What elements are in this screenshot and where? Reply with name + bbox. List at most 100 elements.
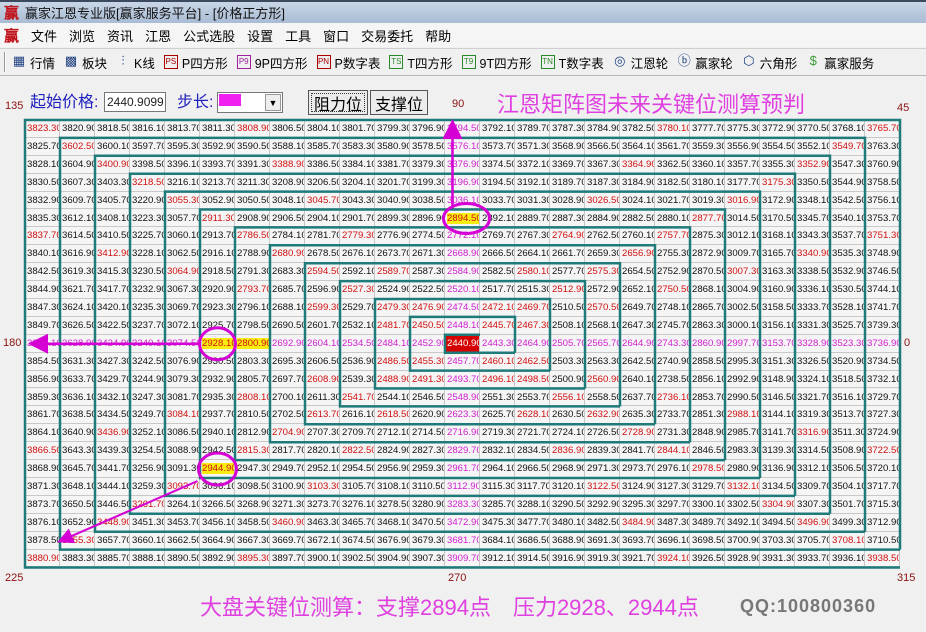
menu-item[interactable]: 文件 — [31, 28, 58, 44]
cell-value: 2906.50 — [272, 212, 305, 224]
grid-cell: 3674.50 — [340, 531, 375, 550]
cell-value: 3192.10 — [517, 176, 550, 188]
toolbar-button[interactable]: P9 9P四方形 — [236, 53, 308, 72]
grid-cell: 3734.50 — [865, 352, 900, 371]
cell-value: 3417.70 — [97, 284, 130, 296]
cell-value: 2781.70 — [307, 230, 340, 242]
cell-value: 2829.70 — [447, 445, 480, 457]
toolbar-button[interactable]: ◎ 江恩轮 — [613, 53, 668, 72]
cell-value: 2976.10 — [657, 463, 690, 475]
grid-cell: 2452.90 — [410, 334, 445, 353]
grid-cell: 3151.30 — [760, 352, 795, 371]
grid-cell: 2901.70 — [340, 209, 375, 228]
grid-cell: 3640.90 — [60, 424, 95, 443]
cell-value: 3537.70 — [832, 230, 865, 242]
cell-value: 3643.30 — [62, 445, 95, 457]
toolbar-button[interactable]: PN P数字表 — [316, 53, 380, 72]
toolbar-button[interactable]: TS T四方形 — [389, 53, 453, 72]
grid-cell: 3472.90 — [445, 513, 480, 532]
grid-cell: 3278.50 — [375, 495, 410, 514]
menu-item[interactable]: 资讯 — [107, 28, 134, 44]
cell-value: 2952.10 — [307, 463, 340, 475]
menu-item[interactable]: 公式选股 — [183, 28, 236, 44]
menu-item[interactable]: 交易委托 — [361, 28, 414, 44]
cell-value: 2527.30 — [342, 284, 375, 296]
cell-value: 3792.10 — [482, 123, 515, 134]
cell-value: 2858.50 — [692, 355, 725, 367]
cell-value: 3576.10 — [447, 140, 480, 152]
grid-cell: 3501.70 — [830, 495, 865, 514]
menu-item[interactable]: 江恩 — [145, 28, 172, 44]
chevron-down-icon[interactable]: ▼ — [265, 94, 281, 111]
grid-cell: 2697.70 — [270, 370, 305, 389]
grid-cell: 2570.50 — [585, 299, 620, 317]
grid-cell: 3321.70 — [795, 388, 830, 407]
toolbar-button[interactable]: T9 9T四方形 — [461, 53, 532, 72]
cell-value: 3045.70 — [307, 194, 340, 206]
cell-value: 3096.10 — [202, 481, 235, 492]
toolbar-button[interactable]: ⫶ K线 — [116, 53, 154, 72]
cell-value: 2445.70 — [482, 319, 515, 331]
cell-value: 2630.50 — [552, 409, 585, 421]
toolbar-button[interactable]: ▩ 板块 — [64, 53, 107, 72]
cell-value: 2988.10 — [727, 409, 760, 421]
support-button[interactable]: 支撑位 — [370, 90, 428, 115]
cell-value: 3626.50 — [62, 319, 95, 331]
cell-value: 2546.50 — [412, 391, 445, 403]
grid-cell: 3708.10 — [830, 531, 865, 550]
grid-cell: 3230.50 — [130, 263, 165, 282]
cell-value: 3024.10 — [622, 194, 655, 206]
cell-value: 3201.70 — [377, 176, 410, 188]
cell-value: 3849.70 — [27, 319, 60, 331]
start-price-input[interactable] — [104, 92, 166, 112]
menu-item[interactable]: 窗口 — [323, 28, 350, 44]
grid-cell: 3103.30 — [305, 478, 340, 496]
grid-cell: 3835.30 — [25, 209, 60, 228]
menu-item[interactable]: 设置 — [247, 28, 274, 44]
grid-cell: 3799.30 — [375, 120, 410, 138]
cell-value: 3604.90 — [62, 158, 95, 170]
menu-item[interactable]: 工具 — [285, 28, 312, 44]
grid-cell: 3578.50 — [410, 137, 445, 156]
toolbar-button[interactable]: ▦ 行情 — [12, 53, 55, 72]
cell-value: 3170.50 — [762, 212, 795, 224]
toolbar-grip[interactable] — [4, 52, 6, 72]
grid-cell: 2940.10 — [200, 424, 235, 443]
grid-cell: 2491.30 — [410, 370, 445, 389]
resistance-button[interactable]: 阻力位 — [308, 90, 368, 115]
grid-cell: 3040.90 — [375, 191, 410, 210]
grid-cell: 2714.50 — [410, 424, 445, 443]
grid-cell: 3900.10 — [305, 549, 340, 568]
toolbar-button[interactable]: ⬡ 六角形 — [742, 53, 797, 72]
grid-cell: 3748.90 — [865, 245, 900, 264]
grid-cell: 3837.70 — [25, 227, 60, 246]
toolbar-button[interactable]: TN T数字表 — [540, 53, 604, 72]
step-color-select[interactable]: ▼ — [217, 92, 283, 113]
cell-value: 3638.50 — [62, 409, 95, 421]
grid-cell: 3216.10 — [165, 173, 200, 192]
toolbar-button[interactable]: ⓑ 赢家轮 — [677, 53, 733, 72]
toolbar-button-label: T数字表 — [558, 56, 604, 71]
grid-cell: 3055.30 — [165, 191, 200, 210]
cell-value: 3722.50 — [867, 445, 900, 457]
grid-cell: 2740.90 — [655, 352, 690, 371]
toolbar-button[interactable]: PS P四方形 — [163, 53, 228, 72]
grid-cell: 3561.70 — [655, 137, 690, 156]
grid-cell: 3108.10 — [375, 478, 410, 496]
grid-cell: 3787.30 — [550, 120, 585, 138]
cell-value: 2601.70 — [307, 319, 340, 331]
grid-cell: 3926.50 — [690, 549, 725, 568]
grid-cell: 2858.50 — [690, 352, 725, 371]
grid-cell: 3729.70 — [865, 388, 900, 407]
cell-value: 3026.50 — [587, 194, 620, 206]
grid-cell: 3516.10 — [830, 388, 865, 407]
cell-value: 2486.50 — [377, 355, 410, 367]
toolbar-button[interactable]: $ 赢家服务 — [806, 53, 875, 72]
menu-item[interactable]: 帮助 — [425, 28, 452, 44]
grid-cell: 3177.70 — [725, 173, 760, 192]
cell-value: 3756.10 — [867, 194, 900, 206]
cell-value: 2673.70 — [377, 248, 410, 260]
grid-cell: 3760.90 — [865, 155, 900, 174]
app-menu-logo-icon[interactable]: 赢 — [4, 27, 20, 45]
menu-item[interactable]: 浏览 — [69, 28, 96, 44]
